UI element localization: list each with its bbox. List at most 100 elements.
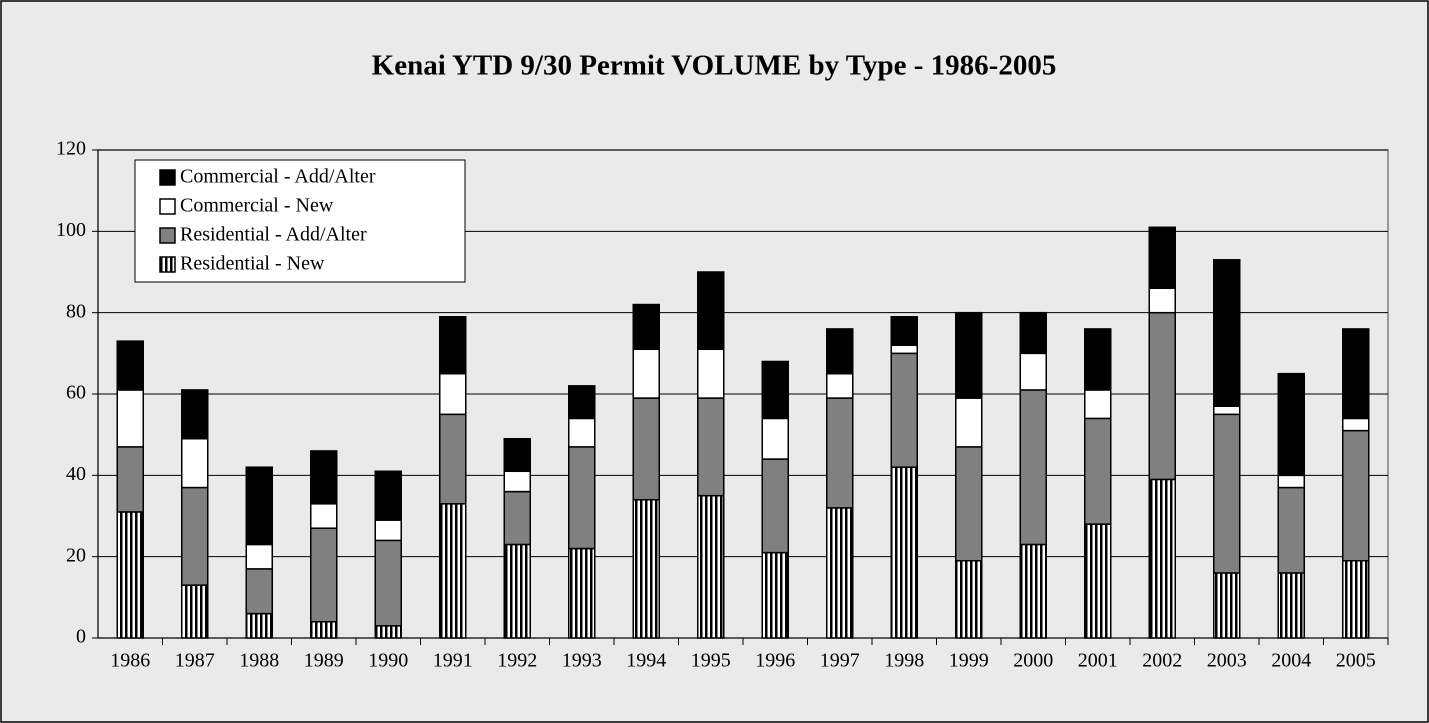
- bar-segment: [310, 620, 338, 639]
- bar-segment: [1342, 559, 1370, 639]
- bar-segment: [890, 466, 918, 639]
- legend-label: Commercial - Add/Alter: [180, 166, 376, 188]
- bar-segment: [890, 344, 918, 355]
- bar-segment: [1213, 259, 1241, 407]
- bar-segment: [181, 437, 209, 489]
- x-tick-label: 1991: [433, 650, 473, 672]
- bar-segment: [1019, 543, 1047, 639]
- bar-segment: [310, 450, 338, 505]
- bar-segment: [761, 417, 789, 460]
- bar-segment: [568, 446, 596, 550]
- bar-segment: [955, 559, 983, 639]
- bar-segment: [632, 397, 660, 501]
- x-tick-label: 2002: [1142, 650, 1182, 672]
- bar-segment: [181, 486, 209, 586]
- bar-segment: [1342, 429, 1370, 562]
- bar-segment: [1019, 352, 1047, 391]
- x-tick-label: 1987: [175, 650, 215, 672]
- bar-segment: [374, 470, 402, 521]
- bar-segment: [374, 519, 402, 542]
- bar-segment: [955, 397, 983, 448]
- bar-segment: [374, 625, 402, 639]
- bar-segment: [955, 311, 983, 399]
- bar-segment: [1213, 572, 1241, 639]
- bar-segment: [632, 303, 660, 351]
- x-tick-label: 1995: [691, 650, 731, 672]
- x-tick-label: 1986: [110, 650, 150, 672]
- x-tick-label: 2001: [1078, 650, 1118, 672]
- bar-segment: [1277, 572, 1305, 639]
- bar-segment: [568, 385, 596, 420]
- bar-segment: [632, 498, 660, 639]
- bar-segment: [503, 437, 531, 473]
- bar-segment: [1148, 311, 1176, 481]
- bar-segment: [439, 413, 467, 505]
- bar-segment: [116, 446, 144, 513]
- bar-segment: [181, 389, 209, 440]
- bar-segment: [1213, 405, 1241, 416]
- x-tick-label: 1988: [239, 650, 279, 672]
- bar-segment: [181, 584, 209, 639]
- bar-segment: [1148, 478, 1176, 639]
- bar-segment: [1213, 413, 1241, 574]
- bar-segment: [245, 543, 273, 570]
- bar-segment: [439, 372, 467, 416]
- bar-segment: [374, 539, 402, 627]
- bar-segment: [116, 340, 144, 391]
- y-tick-label: 100: [56, 219, 86, 241]
- bar-segment: [1084, 523, 1112, 639]
- bar-segment: [761, 458, 789, 554]
- x-tick-label: 1993: [562, 650, 602, 672]
- legend-label: Commercial - New: [180, 195, 334, 217]
- x-tick-label: 2003: [1207, 650, 1247, 672]
- chart-title: Kenai YTD 9/30 Permit VOLUME by Type - 1…: [372, 50, 1057, 82]
- bar-segment: [1148, 226, 1176, 290]
- y-tick-label: 120: [56, 138, 86, 160]
- bar-segment: [245, 612, 273, 639]
- bar-segment: [1277, 372, 1305, 477]
- bar-segment: [826, 397, 854, 509]
- legend-box: [134, 159, 466, 283]
- bar-segment: [439, 315, 467, 375]
- bar-segment: [1084, 328, 1112, 391]
- bar-segment: [1084, 417, 1112, 525]
- bar-segment: [890, 352, 918, 468]
- x-tick-label: 1992: [497, 650, 537, 672]
- legend-swatch: [159, 256, 176, 273]
- bar-segment: [116, 389, 144, 448]
- bar-segment: [1342, 328, 1370, 420]
- x-tick-label: 1999: [949, 650, 989, 672]
- bar-segment: [310, 527, 338, 623]
- x-tick-label: 1997: [820, 650, 860, 672]
- bar-segment: [568, 547, 596, 639]
- bar-segment: [761, 360, 789, 420]
- bar-segment: [1342, 417, 1370, 432]
- bar-segment: [439, 503, 467, 639]
- x-tick-label: 2000: [1013, 650, 1053, 672]
- x-tick-label: 1996: [755, 650, 795, 672]
- x-tick-label: 1990: [368, 650, 408, 672]
- bar-segment: [1019, 311, 1047, 355]
- bar-segment: [632, 348, 660, 399]
- bar-segment: [568, 417, 596, 448]
- y-tick-label: 20: [66, 544, 86, 566]
- bar-segment: [761, 551, 789, 639]
- y-tick-label: 40: [66, 463, 86, 485]
- bar-segment: [245, 466, 273, 546]
- bar-segment: [503, 543, 531, 639]
- bar-segment: [1084, 389, 1112, 420]
- bar-segment: [697, 348, 725, 399]
- bar-segment: [116, 511, 144, 639]
- x-tick-label: 2005: [1336, 650, 1376, 672]
- x-tick-label: 1998: [884, 650, 924, 672]
- bar-segment: [503, 470, 531, 493]
- x-tick-label: 1994: [626, 650, 666, 672]
- bar-segment: [310, 503, 338, 529]
- bar-segment: [245, 568, 273, 615]
- bar-segment: [697, 397, 725, 497]
- x-tick-label: 1989: [304, 650, 344, 672]
- bar-segment: [1277, 486, 1305, 574]
- bar-segment: [955, 446, 983, 562]
- legend-label: Residential - Add/Alter: [180, 224, 367, 246]
